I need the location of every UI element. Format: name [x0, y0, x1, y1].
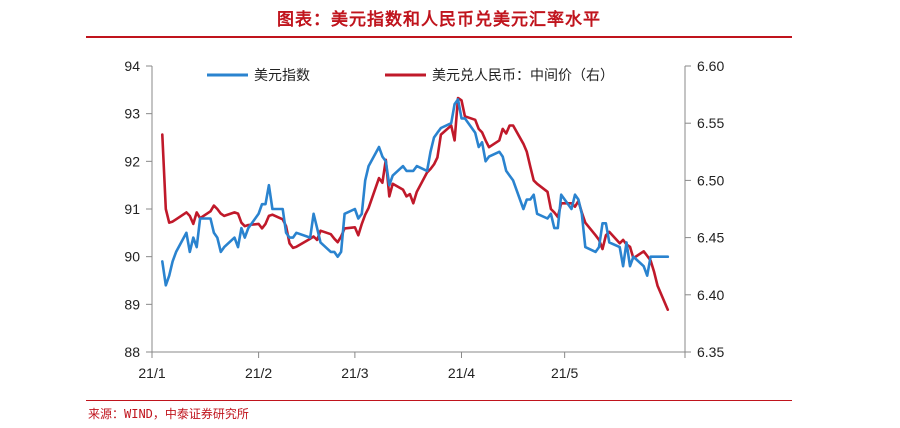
- chart-lines: [161, 96, 670, 311]
- left-tick-label: 93: [124, 106, 140, 122]
- x-tick-label: 21/1: [138, 365, 165, 381]
- right-tick-label: 6.55: [697, 115, 724, 131]
- series-line-cny: [161, 96, 670, 311]
- chart-axes: 88 89 90 91 92 93 94 6.35 6.40 6.45 6.50 6.55 6.60 21…: [124, 58, 724, 381]
- series-line-dxy: [161, 98, 670, 287]
- x-tick-label: 21/5: [551, 365, 578, 381]
- title-rule: [86, 36, 792, 38]
- chart-canvas: 88 89 90 91 92 93 94 6.35 6.40 6.45 6.50 6.55 6.60 21…: [124, 58, 724, 381]
- left-tick-label: 89: [124, 296, 140, 312]
- chart-title-bar: 图表：美元指数和人民币兑美元汇率水平: [86, 6, 792, 34]
- x-tick-label: 21/4: [448, 365, 475, 381]
- x-tick-label: 21/3: [341, 365, 368, 381]
- left-tick-label: 94: [124, 58, 140, 74]
- legend-label-dxy: 美元指数: [254, 68, 310, 84]
- left-tick-label: 92: [124, 153, 140, 169]
- right-tick-label: 6.60: [697, 58, 724, 74]
- right-tick-label: 6.40: [697, 287, 724, 303]
- chart-legend: 美元指数 美元兑人民币：中间价（右）: [207, 68, 614, 84]
- source-note: 来源：WIND，中泰证券研究所: [88, 407, 249, 421]
- right-tick-label: 6.50: [697, 172, 724, 188]
- x-tick-label: 21/2: [245, 365, 272, 381]
- right-tick-label: 6.35: [697, 344, 724, 360]
- left-tick-label: 91: [124, 201, 140, 217]
- legend-label-cny: 美元兑人民币：中间价（右）: [432, 68, 614, 84]
- footer-rule: [86, 400, 792, 401]
- left-tick-label: 88: [124, 344, 140, 360]
- left-tick-label: 90: [124, 249, 140, 265]
- chart-title: 图表：美元指数和人民币兑美元汇率水平: [277, 10, 601, 30]
- right-tick-label: 6.45: [697, 230, 724, 246]
